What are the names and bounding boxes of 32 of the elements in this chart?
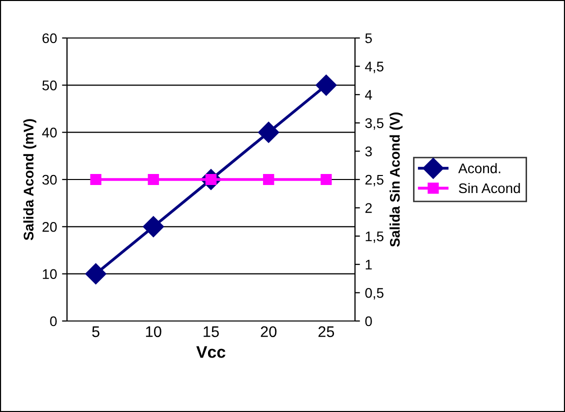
y2-tick-label: 3 xyxy=(365,146,372,156)
x-tick-label: 10 xyxy=(146,326,162,338)
y2-tick-label: 3,5 xyxy=(365,118,384,130)
y-tick-label: 30 xyxy=(42,174,57,185)
point xyxy=(142,216,164,238)
y2-tick-label: 1,5 xyxy=(366,232,384,243)
y-axis-title: Salida Acond (mV) xyxy=(23,119,36,240)
y2-tick-label: 4 xyxy=(365,90,372,100)
point xyxy=(85,263,106,284)
x-tick-label: 5 xyxy=(92,326,100,338)
legend-label: Sin Acond xyxy=(458,182,520,194)
x-tick-label: 20 xyxy=(260,326,276,338)
y-tick-label: 40 xyxy=(42,128,57,138)
y2-tick-label: 2,5 xyxy=(365,174,384,186)
y2-tick-label: 2 xyxy=(365,203,372,213)
point xyxy=(258,122,280,143)
y2-tick-label: 0,5 xyxy=(365,288,384,300)
x-tick-label: 25 xyxy=(318,326,334,338)
y-tick-label: 0 xyxy=(50,316,57,326)
legend-label: Acond. xyxy=(458,163,500,174)
y-tick-label: 60 xyxy=(42,33,57,44)
y-tick-label: 50 xyxy=(42,80,57,90)
y2-tick-label: 0 xyxy=(365,316,372,326)
x-axis-title: Vcc xyxy=(196,346,226,358)
x-tick-label: 15 xyxy=(204,326,219,338)
y-tick-label: 10 xyxy=(42,269,57,280)
y2-axis-title: Salida Sin Acond (V) xyxy=(390,112,403,247)
y2-tick-label: 4,5 xyxy=(365,62,384,74)
y-tick-label: 20 xyxy=(42,222,57,232)
y2-tick-label: 1 xyxy=(366,260,372,270)
y2-tick-label: 5 xyxy=(365,33,372,44)
point xyxy=(316,74,337,96)
